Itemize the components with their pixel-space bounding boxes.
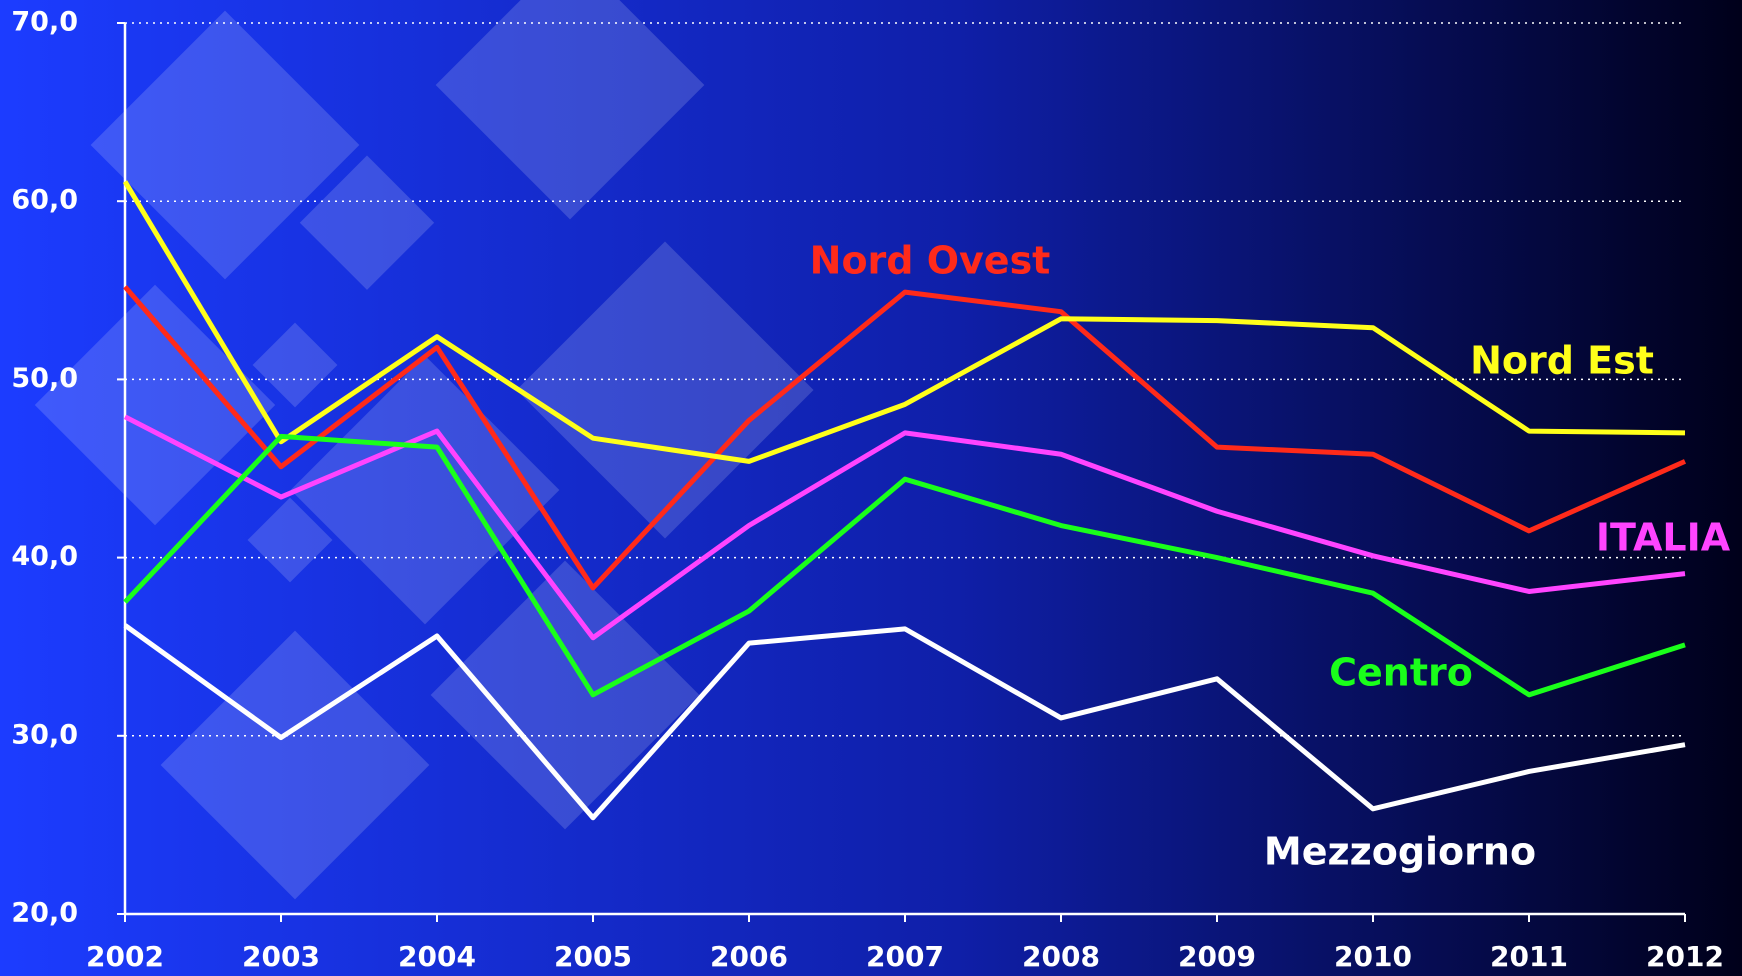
y-tick-label: 60,0 [11, 185, 78, 216]
x-tick-label: 2007 [866, 940, 944, 973]
series-label: Mezzogiorno [1264, 830, 1536, 874]
series-label: Nord Ovest [810, 239, 1051, 283]
series-label: Centro [1329, 651, 1473, 695]
x-tick-label: 2008 [1022, 940, 1100, 973]
y-tick-label: 50,0 [11, 363, 78, 394]
x-tick-label: 2011 [1490, 940, 1568, 973]
y-tick-label: 30,0 [11, 719, 78, 750]
x-tick-label: 2009 [1178, 940, 1256, 973]
x-tick-label: 2005 [554, 940, 632, 973]
y-tick-label: 40,0 [11, 541, 78, 572]
x-tick-label: 2010 [1334, 940, 1412, 973]
chart: 20,0 30,0 40,0 50,0 60,0 70,0 2002 2003 2004 2005… [0, 0, 1742, 976]
series-label: ITALIA [1596, 516, 1731, 560]
y-tick-label: 20,0 [11, 898, 78, 929]
x-tick-label: 2012 [1646, 940, 1724, 973]
x-tick-label: 2006 [710, 940, 788, 973]
x-tick-label: 2004 [398, 940, 476, 973]
x-tick-label: 2002 [86, 940, 164, 973]
y-tick-label: 70,0 [11, 7, 78, 38]
series-label: Nord Est [1470, 339, 1654, 383]
x-tick-label: 2003 [242, 940, 320, 973]
